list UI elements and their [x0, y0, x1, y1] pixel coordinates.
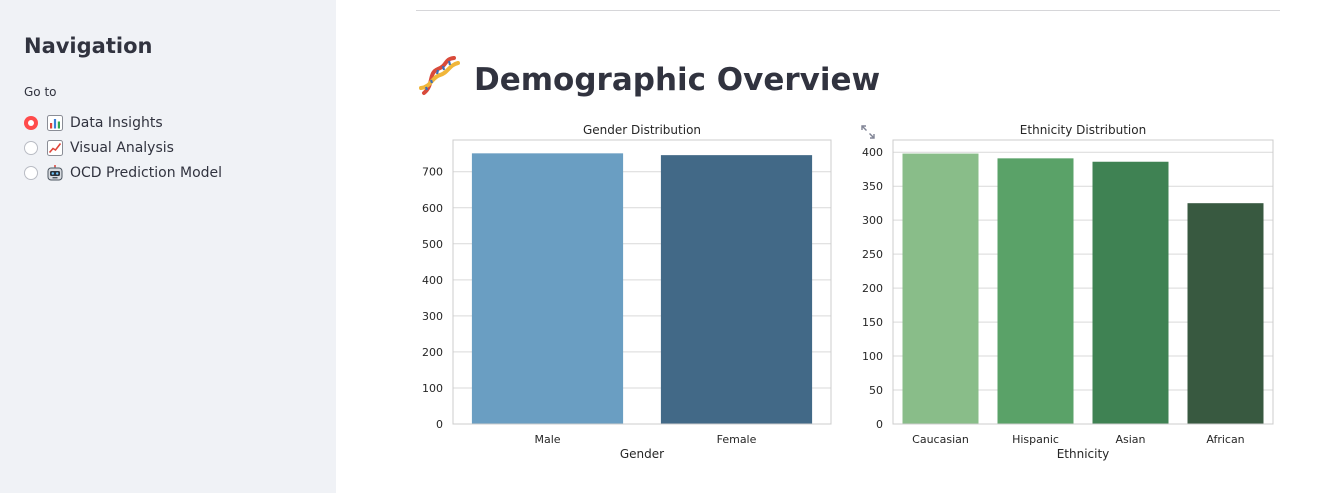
- gender-plot-frame: [452, 139, 832, 425]
- gender-chart-title: Gender Distribution: [583, 123, 701, 137]
- sidebar-title: Navigation: [24, 34, 153, 58]
- ethnicity-bar-hispanic: [997, 158, 1074, 425]
- gender-bar-male: [471, 153, 624, 424]
- ethnicity-bar-asian: [1092, 161, 1169, 424]
- bar-chart-emoji-icon: [47, 114, 63, 131]
- gender-y-tick-label: 100: [422, 382, 443, 395]
- main-content: Demographic Overview Gender Distribution…: [336, 0, 1339, 493]
- page-title-text: Demographic Overview: [474, 62, 881, 98]
- gender-bar-female: [660, 155, 813, 424]
- ethnicity-plot-frame: [892, 139, 1274, 425]
- radio-option-label: OCD Prediction Model: [70, 164, 223, 181]
- divider: [416, 10, 1280, 11]
- ethnicity-y-tick-label: 200: [862, 282, 883, 295]
- radio-option-visual-analysis[interactable]: Visual Analysis: [24, 135, 222, 160]
- radio-group-label: Go to: [24, 85, 57, 99]
- ethnicity-y-tick-label: 50: [869, 384, 883, 397]
- ethnicity-chart-title: Ethnicity Distribution: [1020, 123, 1146, 137]
- radio-button[interactable]: [24, 165, 38, 180]
- ethnicity-y-tick-label: 400: [862, 146, 883, 159]
- fullscreen-expand-icon[interactable]: [860, 124, 876, 140]
- ethnicity-y-tick-label: 100: [862, 350, 883, 363]
- ethnicity-y-tick-label: 0: [876, 418, 883, 431]
- radio-button-selected[interactable]: [24, 115, 38, 130]
- gender-x-tick-label: Female: [717, 433, 757, 446]
- gender-distribution-chart: Gender Distribution 0 100 200 300 400 500 600 70…: [416, 116, 836, 470]
- ethnicity-y-tick-label: 350: [862, 180, 883, 193]
- gender-y-tick-label: 0: [436, 418, 443, 431]
- ethnicity-x-tick-label: Hispanic: [1012, 433, 1059, 446]
- ethnicity-y-tick-label: 150: [862, 316, 883, 329]
- gender-y-tick-label: 600: [422, 202, 443, 215]
- ethnicity-bar-caucasian: [902, 153, 979, 425]
- gender-x-tick-label: Male: [534, 433, 560, 446]
- robot-face-emoji-icon: [47, 164, 63, 181]
- gender-y-tick-label: 300: [422, 310, 443, 323]
- ethnicity-x-tick-label: African: [1206, 433, 1244, 446]
- ethnicity-x-tick-label: Caucasian: [912, 433, 969, 446]
- chart-increasing-emoji-icon: [47, 139, 63, 156]
- page-title: Demographic Overview: [418, 55, 881, 105]
- ethnicity-y-tick-label: 250: [862, 248, 883, 261]
- ethnicity-bar-african: [1187, 203, 1264, 424]
- ethnicity-x-axis-label: Ethnicity: [1057, 447, 1110, 461]
- radio-option-label: Data Insights: [70, 114, 163, 131]
- dna-emoji-icon: [418, 55, 460, 105]
- radio-button[interactable]: [24, 140, 38, 155]
- gender-y-tick-label: 400: [422, 274, 443, 287]
- ethnicity-distribution-chart: Ethnicity Distribution 0 50 100 150 200 250 300…: [852, 116, 1282, 470]
- gender-x-axis-label: Gender: [620, 447, 664, 461]
- navigation-radio-group: Data Insights Visual Analysis: [24, 110, 222, 185]
- sidebar: Navigation Go to Data Insights: [0, 0, 336, 493]
- gender-chart-svg: Gender Distribution 0 100 200 300 400 500 600 70…: [422, 123, 832, 461]
- ethnicity-y-tick-label: 300: [862, 214, 883, 227]
- radio-option-data-insights[interactable]: Data Insights: [24, 110, 222, 135]
- gender-y-tick-label: 500: [422, 238, 443, 251]
- radio-option-ocd-prediction-model[interactable]: OCD Prediction Model: [24, 160, 222, 185]
- gender-y-tick-label: 700: [422, 166, 443, 179]
- gender-y-tick-label: 200: [422, 346, 443, 359]
- radio-option-label: Visual Analysis: [70, 139, 174, 156]
- ethnicity-x-tick-label: Asian: [1115, 433, 1145, 446]
- ethnicity-chart-svg: Ethnicity Distribution 0 50 100 150 200 250 300…: [862, 123, 1274, 461]
